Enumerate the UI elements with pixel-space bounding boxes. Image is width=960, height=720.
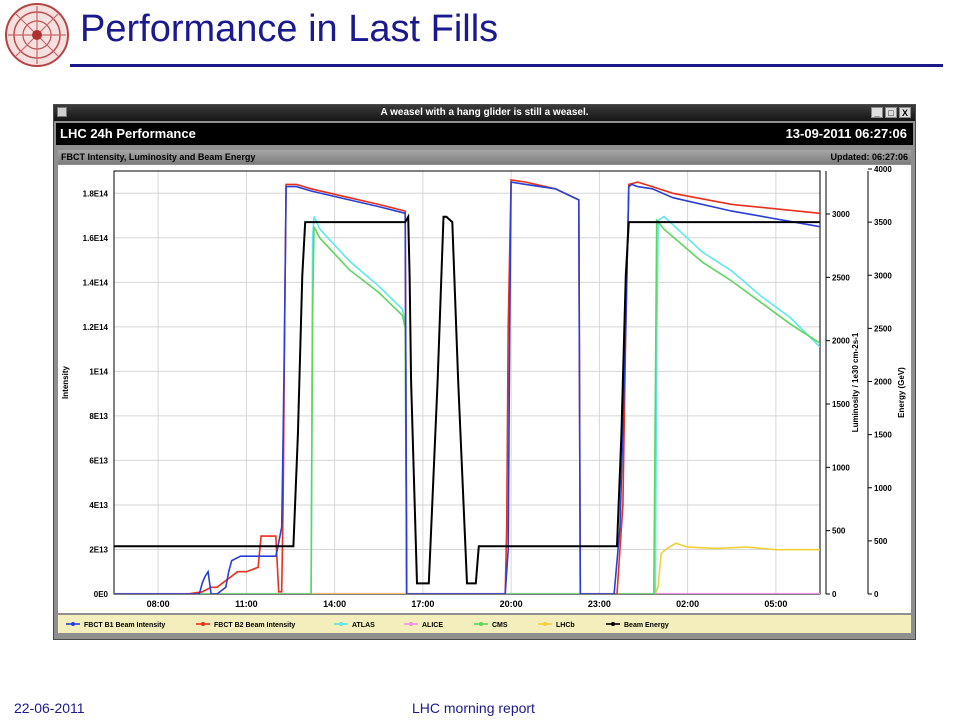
- y-right2-tick-label: 2000: [874, 378, 892, 387]
- y-left-axis-label: Intensity: [61, 366, 70, 399]
- y-right2-tick-label: 4000: [874, 165, 892, 174]
- plot-panel: 08:00 11:00 14:00 17:00 20:00 23:00 02:00 05:00…: [58, 165, 911, 613]
- y-right2-tick-label: 1500: [874, 431, 892, 440]
- y-left-tick-label: 1.8E14: [83, 189, 109, 198]
- series-line-fbct-b2-beam-intensity: [114, 178, 820, 594]
- legend-marker: [543, 622, 547, 626]
- y-left-tick-label: 0E0: [94, 590, 109, 599]
- legend-item: CMS: [474, 622, 508, 629]
- y-left-tick-label: 6E13: [89, 456, 108, 465]
- minimize-button[interactable]: _: [871, 107, 883, 118]
- series-line-lhcb: [114, 542, 820, 594]
- x-tick-label: 20:00: [500, 599, 523, 609]
- legend-label: LHCb: [556, 622, 575, 629]
- legend-label: ALICE: [422, 622, 443, 629]
- y-right2-tick-label: 2500: [874, 324, 892, 333]
- cern-lhc-logo: [5, 3, 69, 67]
- lhc-performance-window: A weasel with a hang glider is still a w…: [53, 104, 916, 640]
- x-tick-label: 11:00: [235, 599, 258, 609]
- maximize-button[interactable]: □: [885, 107, 897, 118]
- y-right1-tick-label: 1500: [832, 400, 850, 409]
- y-left-tick-label: 2E13: [89, 545, 108, 554]
- x-tick-label: 14:00: [323, 599, 346, 609]
- y-right2-tick-label: 0: [874, 590, 879, 599]
- window-caption: A weasel with a hang glider is still a w…: [380, 107, 589, 118]
- legend-bar: FBCT B1 Beam Intensity FBCT B2 Beam Inten…: [58, 615, 911, 633]
- y-right1-tick-label: 1000: [832, 463, 850, 472]
- panel-header: FBCT Intensity, Luminosity and Beam Ener…: [58, 150, 911, 164]
- legend-item: ALICE: [404, 622, 443, 629]
- y-right1-tick-label: 500: [832, 527, 846, 536]
- series-line-atlas: [114, 215, 820, 594]
- y-right2-tick-label: 3000: [874, 271, 892, 280]
- y-right2-tick-label: 500: [874, 537, 888, 546]
- y-right2-tick-label: 1000: [874, 484, 892, 493]
- legend-label: ATLAS: [352, 622, 375, 629]
- x-tick-label: 08:00: [147, 599, 170, 609]
- y-left-tick-label: 1E14: [89, 367, 108, 376]
- footer-date: 22-06-2011: [14, 700, 85, 716]
- legend-label: Beam Energy: [624, 622, 669, 629]
- slide-title: Performance in Last Fills: [80, 8, 499, 50]
- legend-marker: [611, 622, 615, 626]
- y-right2-tick-label: 3500: [874, 218, 892, 227]
- x-tick-label: 02:00: [676, 599, 699, 609]
- series-line-beam-energy: [114, 213, 820, 585]
- legend-item: LHCb: [538, 622, 575, 629]
- legend-label: CMS: [492, 622, 508, 629]
- x-tick-label: 17:00: [411, 599, 434, 609]
- chart-legend: FBCT B1 Beam Intensity FBCT B2 Beam Inten…: [66, 622, 669, 629]
- panel-updated: Updated: 06:27:06: [830, 152, 908, 162]
- y-right1-tick-label: 3000: [832, 210, 850, 219]
- y-left-tick-label: 1.4E14: [83, 278, 109, 287]
- y-right1-tick-label: 2000: [832, 337, 850, 346]
- legend-item: Beam Energy: [606, 622, 669, 629]
- legend-marker: [201, 622, 205, 626]
- legend-marker: [71, 622, 75, 626]
- legend-marker: [479, 622, 483, 626]
- close-button[interactable]: X: [899, 107, 911, 118]
- legend-item: ATLAS: [334, 622, 375, 629]
- legend-item: FBCT B2 Beam Intensity: [196, 622, 295, 629]
- performance-chart: 08:00 11:00 14:00 17:00 20:00 23:00 02:00 05:00…: [61, 165, 906, 609]
- y-right2-axis-label: Energy (GeV): [897, 367, 906, 418]
- legend-marker: [339, 622, 343, 626]
- series-line-cms: [114, 218, 820, 594]
- x-tick-label: 23:00: [588, 599, 611, 609]
- y-left-tick-label: 4E13: [89, 501, 108, 510]
- window-titlebar[interactable]: A weasel with a hang glider is still a w…: [54, 105, 915, 121]
- app-header: LHC 24h Performance 13-09-2011 06:27:06: [56, 123, 913, 145]
- app-title: LHC 24h Performance: [60, 126, 196, 141]
- window-menu-icon[interactable]: [57, 107, 67, 117]
- y-right1-tick-label: 0: [832, 590, 837, 599]
- y-left-tick-label: 1.6E14: [83, 234, 109, 243]
- legend-marker: [409, 622, 413, 626]
- x-tick-label: 05:00: [764, 599, 787, 609]
- footer-report-name: LHC morning report: [412, 700, 535, 716]
- series-line-fbct-b1-beam-intensity: [114, 181, 820, 594]
- y-right1-axis-label: Luminosity / 1e30 cm-2s-1: [851, 332, 860, 432]
- panel-title: FBCT Intensity, Luminosity and Beam Ener…: [61, 152, 256, 162]
- y-right1-tick-label: 2500: [832, 273, 850, 282]
- legend-label: FBCT B2 Beam Intensity: [214, 622, 295, 629]
- header-datetime: 13-09-2011 06:27:06: [785, 126, 907, 141]
- legend-item: FBCT B1 Beam Intensity: [66, 622, 165, 629]
- title-underline: [70, 64, 943, 67]
- y-left-tick-label: 1.2E14: [83, 323, 109, 332]
- plot-frame: [113, 170, 821, 595]
- y-left-tick-label: 8E13: [89, 412, 108, 421]
- legend-label: FBCT B1 Beam Intensity: [84, 622, 165, 629]
